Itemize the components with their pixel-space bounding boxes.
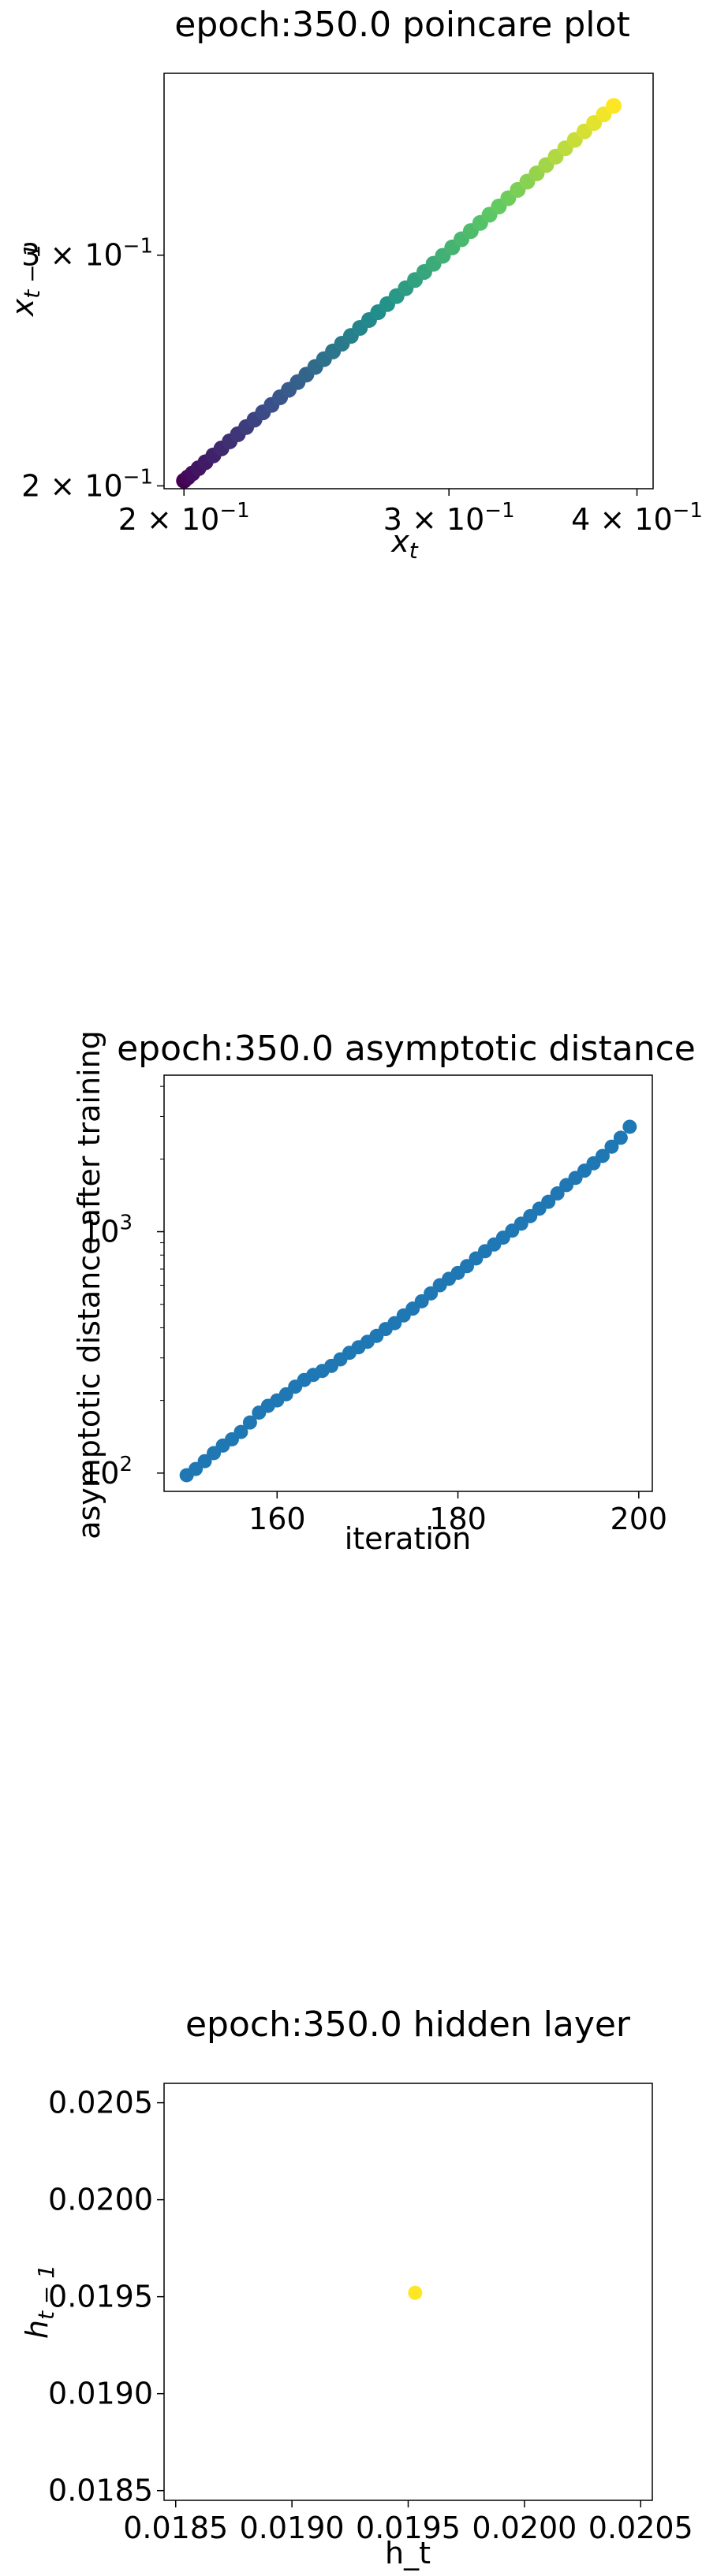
data-point bbox=[424, 1286, 439, 1301]
x-tick-label: 160 bbox=[248, 1502, 306, 1536]
data-point bbox=[541, 1194, 556, 1209]
x-ticks: 0.0185 0.0190 0.0195 0.0200 0.0205 bbox=[123, 2500, 693, 2545]
data-point bbox=[233, 1424, 248, 1439]
x-tick-label: 2 × 10−1 bbox=[118, 499, 250, 537]
x-axis-label: iteration bbox=[345, 1521, 472, 1556]
y-tick-label: 2 × 10−1 bbox=[21, 465, 153, 503]
x-tick-label: 0.0190 bbox=[240, 2511, 345, 2545]
x-ticks: 160 180 200 bbox=[248, 1491, 667, 1536]
data-point bbox=[622, 1119, 637, 1134]
y-tick-label: 0.0200 bbox=[48, 2183, 153, 2217]
chart-title: epoch:350.0 hidden layer bbox=[185, 2005, 631, 2045]
data-points bbox=[179, 1119, 637, 1483]
chart-title: epoch:350.0 asymptotic distance bbox=[117, 1029, 696, 1069]
data-point bbox=[595, 1148, 610, 1163]
poincare-plot-chart: epoch:350.0 poincare plot 2 × 10−1 3 × 10… bbox=[6, 5, 703, 564]
asymptotic-distance-chart: epoch:350.0 asymptotic distance 160 180 20… bbox=[72, 1029, 696, 1556]
plot-frame bbox=[163, 73, 654, 490]
data-point bbox=[408, 2285, 423, 2300]
chart-title: epoch:350.0 poincare plot bbox=[174, 5, 629, 45]
x-ticks: 2 × 10−1 3 × 10−1 4 × 10−1 bbox=[118, 489, 703, 537]
hidden-layer-chart: epoch:350.0 hidden layer 0.0185 0.0190 0.0… bbox=[20, 2005, 693, 2570]
data-point bbox=[604, 1139, 619, 1154]
x-axis-label: h_t bbox=[385, 2536, 431, 2570]
x-tick-label: 0.0200 bbox=[472, 2511, 577, 2545]
data-point bbox=[606, 98, 622, 114]
data-point bbox=[242, 1415, 257, 1430]
x-tick-label: 180 bbox=[429, 1502, 487, 1536]
y-axis-label: asymptotic distance after training bbox=[72, 1030, 106, 1539]
plot-frame bbox=[163, 1074, 653, 1492]
y-tick-label: 0.0205 bbox=[48, 2086, 153, 2120]
data-point bbox=[613, 1130, 628, 1145]
y-tick-label: 0.0185 bbox=[48, 2474, 153, 2508]
x-tick-label: 4 × 10−1 bbox=[571, 499, 703, 537]
x-tick-label: 0.0185 bbox=[123, 2511, 228, 2545]
data-point bbox=[197, 1454, 212, 1469]
x-tick-label: 0.0195 bbox=[356, 2511, 461, 2545]
x-tick-label: 200 bbox=[611, 1502, 668, 1536]
x-tick-label: 0.0205 bbox=[588, 2511, 693, 2545]
x-tick-label: 3 × 10−1 bbox=[383, 499, 515, 537]
data-points bbox=[408, 2285, 423, 2300]
data-point bbox=[550, 1186, 565, 1201]
y-ticks: 0.0185 0.0190 0.0195 0.0200 0.0205 bbox=[48, 2086, 164, 2508]
y-tick-label: 0.0195 bbox=[48, 2280, 153, 2314]
y-axis-label: xt − 1 bbox=[6, 244, 45, 318]
y-tick-label: 0.0190 bbox=[48, 2377, 153, 2411]
y-axis-label: ht − 1 bbox=[20, 2265, 59, 2339]
data-points bbox=[176, 98, 622, 489]
